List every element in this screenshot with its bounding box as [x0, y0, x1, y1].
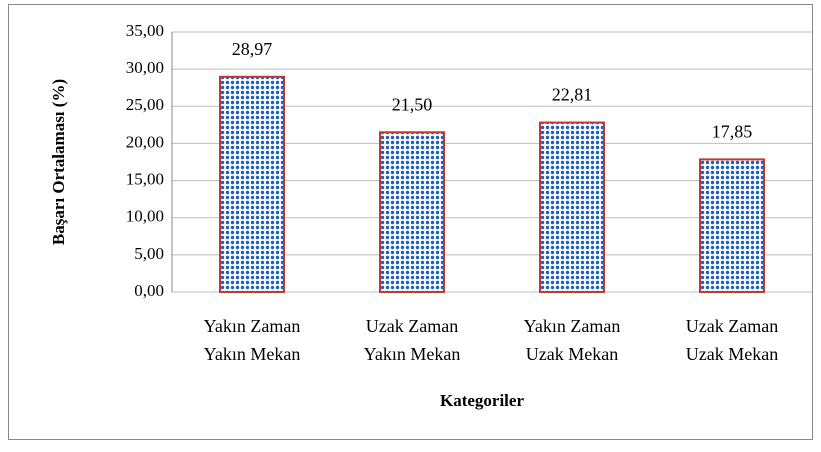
y-tick-label: 30,00 — [126, 58, 164, 77]
x-tick-label: Yakın Zaman — [204, 316, 301, 336]
y-axis-label: Başarı Ortalaması (%) — [49, 79, 68, 245]
x-axis-label: Kategoriler — [440, 391, 524, 410]
x-tick-label: Uzak Mekan — [686, 344, 778, 364]
x-tick-label: Uzak Mekan — [526, 344, 618, 364]
bar — [379, 131, 445, 293]
y-tick-label: 20,00 — [126, 132, 164, 151]
y-tick-label: 15,00 — [126, 169, 164, 188]
y-tick-label: 25,00 — [126, 95, 164, 114]
y-tick-label: 10,00 — [126, 207, 164, 226]
y-tick-label: 5,00 — [134, 244, 164, 263]
x-tick-label: Yakın Mekan — [204, 344, 301, 364]
x-tick-label: Uzak Zaman — [686, 316, 778, 336]
data-label: 21,50 — [392, 94, 433, 114]
data-label: 17,85 — [712, 122, 753, 142]
bar — [699, 158, 765, 293]
bar — [219, 75, 285, 294]
y-tick-label: 35,00 — [126, 21, 164, 40]
data-label: 22,81 — [552, 85, 593, 105]
x-tick-label: Yakın Mekan — [364, 344, 461, 364]
data-label: 28,97 — [232, 39, 273, 59]
x-tick-label: Uzak Zaman — [366, 316, 458, 336]
bar — [539, 121, 605, 293]
x-tick-label: Yakın Zaman — [524, 316, 621, 336]
y-tick-label: 0,00 — [134, 281, 164, 300]
